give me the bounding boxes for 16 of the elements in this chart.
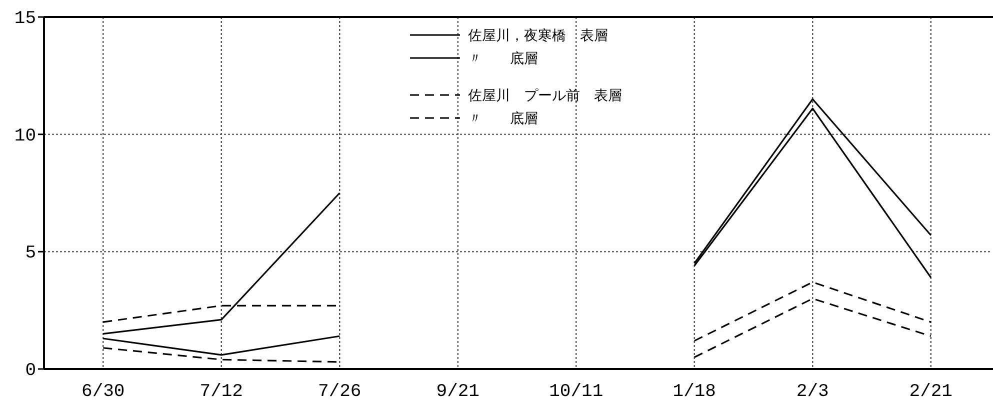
x-tick-label: 2/21: [909, 382, 952, 402]
x-tick-label: 10/11: [549, 382, 604, 402]
x-tick-label: 9/21: [436, 382, 480, 402]
y-tick-label: 10: [14, 126, 36, 146]
x-tick-label: 2/3: [796, 382, 829, 402]
x-tick-label: 7/26: [318, 382, 362, 402]
x-tick-label: 6/30: [82, 382, 125, 402]
legend-label: 〃 底層: [468, 51, 538, 67]
y-tick-label: 15: [14, 9, 36, 29]
x-tick-label: 1/18: [672, 382, 716, 402]
legend-label: 佐屋川 プール前 表層: [468, 88, 622, 104]
x-tick-label: 7/12: [200, 382, 243, 402]
legend-label: 〃 底層: [468, 111, 538, 127]
y-tick-label: 0: [25, 361, 36, 381]
y-tick-label: 5: [25, 244, 36, 264]
legend-label: 佐屋川，夜寒橋 表層: [468, 28, 608, 44]
